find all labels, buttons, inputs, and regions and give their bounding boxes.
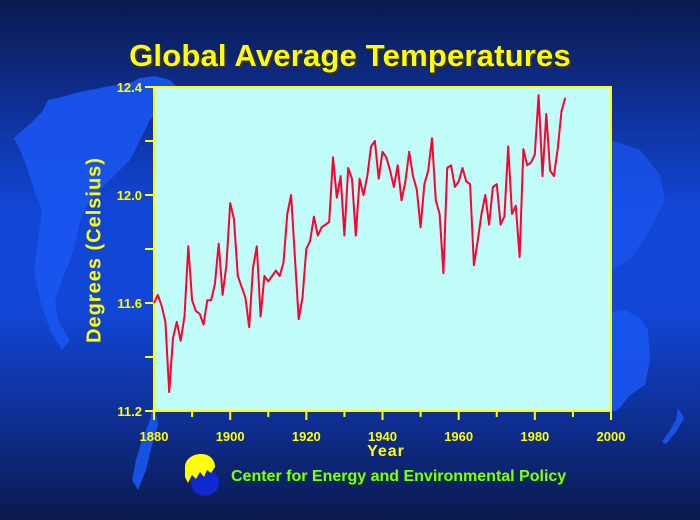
logo-sun-yellow: [185, 454, 215, 483]
plot-area: [153, 86, 612, 412]
y-tick-label: 12.4: [117, 80, 143, 95]
footer-organization: Center for Energy and Environmental Poli…: [231, 468, 567, 485]
globe-logo-icon: [185, 454, 219, 496]
x-tick-label: 1900: [216, 429, 245, 444]
y-tick-label: 11.2: [117, 404, 142, 419]
x-tick-label: 1920: [292, 429, 321, 444]
x-axis-label: Year: [367, 443, 405, 460]
temperature-series-line: [153, 94, 567, 394]
x-tick-label: 1980: [520, 429, 549, 444]
asia-silhouette: [611, 140, 665, 270]
australia-silhouette: [611, 310, 650, 412]
x-tick-label: 1960: [444, 429, 473, 444]
y-tick-label: 12.0: [117, 188, 142, 203]
y-tick-label: 11.6: [117, 296, 142, 311]
chart-title: Global Average Temperatures: [129, 38, 571, 73]
x-tick-label: 2000: [597, 429, 626, 444]
north-america-silhouette: [14, 76, 180, 350]
new-zealand-silhouette: [662, 408, 684, 444]
x-tick-label: 1880: [140, 429, 169, 444]
south-america-silhouette: [132, 400, 158, 490]
y-axis: 11.2 11.6 12.0 12.4: [117, 80, 154, 419]
x-tick-label: 1940: [368, 429, 397, 444]
x-axis: 1880 1900 1920 1940 1960 1980 2000: [140, 411, 626, 444]
